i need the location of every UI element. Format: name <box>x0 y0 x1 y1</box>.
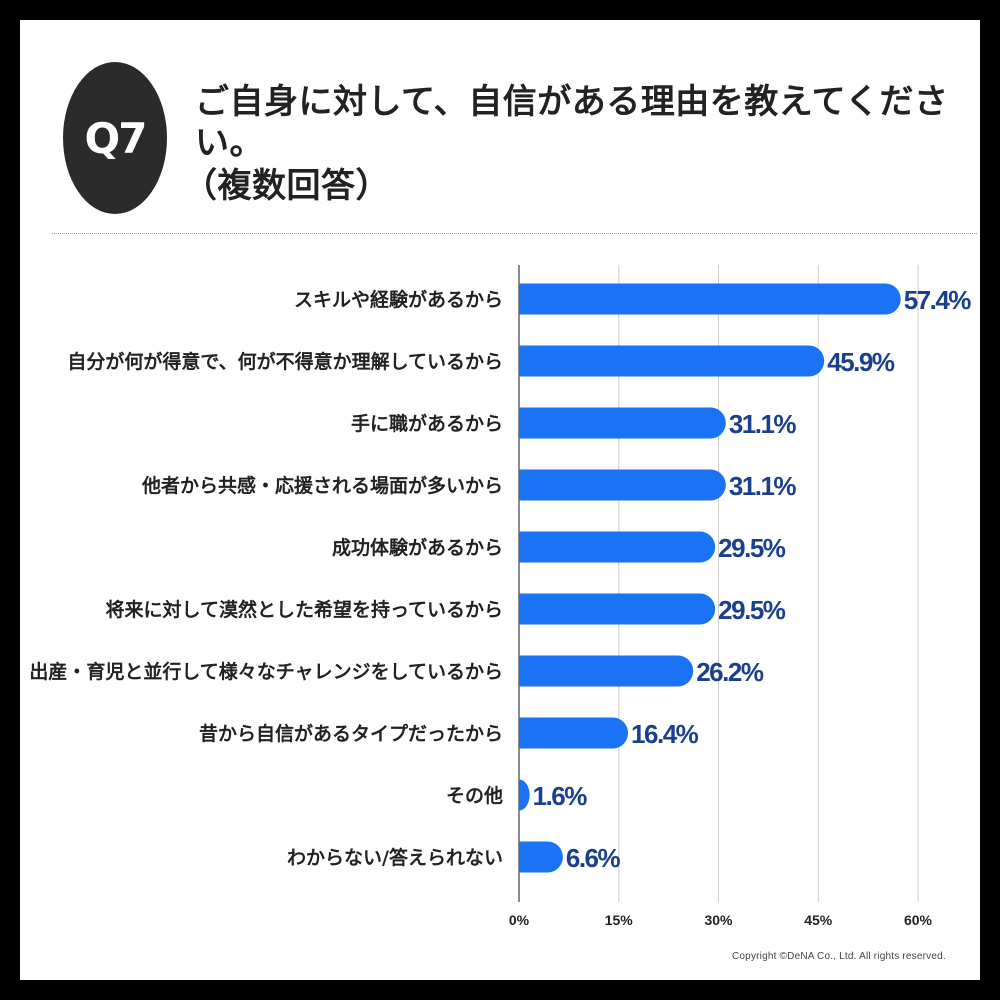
title-divider <box>52 233 977 234</box>
x-tick-label: 30% <box>704 912 733 928</box>
x-tick-label: 0% <box>509 912 530 928</box>
value-label: 57.4% <box>904 285 972 315</box>
x-tick-label: 15% <box>605 912 634 928</box>
title-line-1: ご自身に対して、自信がある理由を教えてください。 <box>195 82 949 163</box>
bar <box>519 531 716 563</box>
value-label: 31.1% <box>729 409 797 439</box>
bar <box>519 779 530 811</box>
value-label: 29.5% <box>718 533 786 563</box>
bar <box>519 407 726 439</box>
category-label: 自分が何が得意で、何が不得意か理解しているから <box>67 350 503 373</box>
x-tick-label: 45% <box>804 912 833 928</box>
bar <box>519 717 629 749</box>
value-label: 26.2% <box>696 657 764 687</box>
category-label: わからない/答えられない <box>287 846 503 869</box>
category-label: 他者から共感・応援される場面が多いから <box>141 474 503 497</box>
category-label: 出産・育児と並行して様々なチャレンジをしているから <box>29 660 503 683</box>
category-label: 成功体験があるから <box>332 536 503 559</box>
bar <box>519 593 716 625</box>
category-label: 昔から自信があるタイプだったから <box>199 722 503 745</box>
value-label: 6.6% <box>566 843 621 873</box>
value-label: 45.9% <box>827 347 895 377</box>
copyright-text: Copyright ©DeNA Co., Ltd. All rights res… <box>732 951 946 962</box>
question-badge: Q7 <box>63 62 167 214</box>
value-label: 31.1% <box>729 471 797 501</box>
survey-card <box>20 20 980 980</box>
category-label: 将来に対して漠然とした希望を持っているから <box>106 598 503 621</box>
category-label: 手に職があるから <box>351 412 503 435</box>
bar <box>519 841 563 873</box>
title-line-2: （複数回答） <box>183 165 390 206</box>
question-title: ご自身に対して、自信がある理由を教えてください。 （複数回答） <box>183 82 1000 206</box>
bar <box>519 469 726 501</box>
bar <box>519 283 901 315</box>
value-label: 1.6% <box>533 781 588 811</box>
bar <box>519 345 825 377</box>
question-number: Q7 <box>84 113 148 163</box>
value-label: 16.4% <box>631 719 699 749</box>
category-label: その他 <box>446 784 503 807</box>
value-label: 29.5% <box>718 595 786 625</box>
x-tick-label: 60% <box>904 912 933 928</box>
bar <box>519 655 694 687</box>
category-label: スキルや経験があるから <box>294 288 503 311</box>
